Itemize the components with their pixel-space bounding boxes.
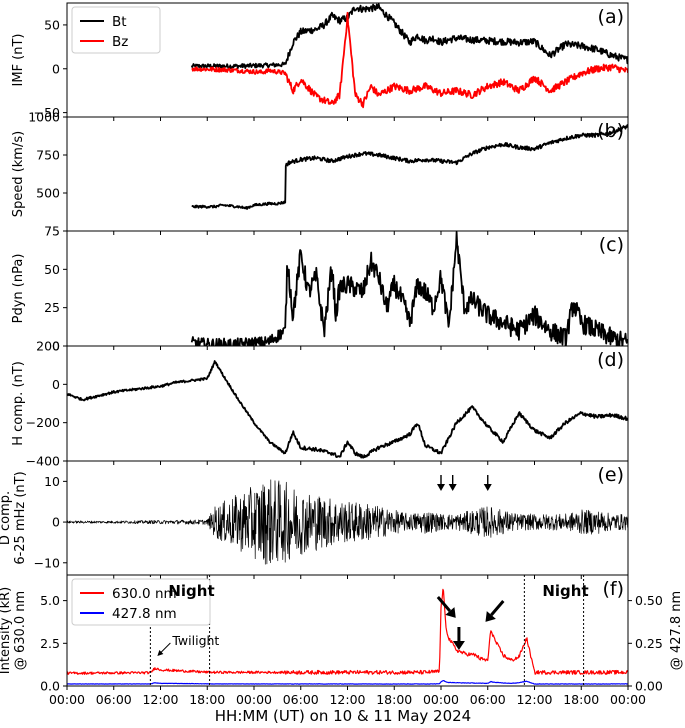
panel-c: 75 50 25 0 Pdyn (nPa) (c) xyxy=(11,224,629,354)
y-tick-label: 2.5 xyxy=(40,636,60,651)
plot-area xyxy=(191,124,628,210)
legend-box xyxy=(71,578,211,626)
y-tick-label: 500 xyxy=(36,186,60,201)
x-tick-label: 00:00 xyxy=(236,692,272,707)
twilight-arrow xyxy=(160,642,171,654)
y-tick-label: 0 xyxy=(52,515,60,530)
series-line xyxy=(191,124,628,210)
plot-area xyxy=(67,479,628,565)
series-line-bt xyxy=(190,3,628,70)
panel-frame xyxy=(66,116,629,232)
y-right-tick-label: 0.50 xyxy=(635,593,663,608)
series-line xyxy=(67,479,628,565)
y-axis-label: Intensity (kR) xyxy=(0,587,13,674)
series-line-bz xyxy=(191,11,628,109)
y-tick-label: 50 xyxy=(44,17,60,32)
event-arrow-head xyxy=(452,641,465,650)
event-arrow-head xyxy=(485,611,496,622)
y-right-tick-label: 0.00 xyxy=(635,679,663,694)
plot-area xyxy=(190,3,628,109)
twilight-arrow-head xyxy=(157,650,164,656)
y-tick-label: 75 xyxy=(44,224,60,239)
legend-entry: Bz xyxy=(112,34,128,50)
y-axis-label: D comp. xyxy=(0,491,13,545)
x-tick-label: 00:00 xyxy=(610,692,646,707)
panel-f: 5.0 2.5 0.0 0.50 0.25 0.00 Intensity (kR) @ 630… xyxy=(0,574,684,707)
y-right-axis-label: @ 427.8 nm xyxy=(669,591,684,670)
x-tick-label: 06:00 xyxy=(470,692,506,707)
panel-label: (e) xyxy=(597,464,624,486)
y-tick-label: 750 xyxy=(36,148,60,163)
x-tick-label: 06:00 xyxy=(96,692,132,707)
event-arrow-head xyxy=(448,484,457,491)
x-tick-label: 12:00 xyxy=(516,692,552,707)
y-tick-label: 5.0 xyxy=(40,593,60,608)
plot-area xyxy=(67,575,628,686)
series-line-427-8-nm xyxy=(67,680,628,685)
night-label: Night xyxy=(542,582,588,600)
plot-area xyxy=(190,231,628,346)
plot-area xyxy=(67,360,628,459)
y-tick-label: −200 xyxy=(26,415,60,430)
y-tick-label: −10 xyxy=(34,555,60,570)
series-line xyxy=(190,231,628,346)
y-tick-label: 1000 xyxy=(28,110,60,125)
panel-label: (d) xyxy=(597,349,624,371)
event-arrow-head xyxy=(445,607,456,618)
y-tick-label: 0.0 xyxy=(40,679,60,694)
y-tick-label: 10 xyxy=(44,474,60,489)
x-tick-label: 18:00 xyxy=(563,692,599,707)
night-label: Night xyxy=(168,582,214,600)
panel-e: 10 0 −10 D comp.6-25 mHz (nT) (e) xyxy=(0,460,629,579)
y-axis-label: IMF (nT) xyxy=(11,34,26,87)
legend-entry: 427.8 nm xyxy=(112,606,177,622)
panel-label: (b) xyxy=(597,120,624,142)
y-tick-label: 0 xyxy=(52,377,60,392)
panel-b: 1000 750 500 Speed (km/s) (b) xyxy=(11,110,629,235)
y-tick-label: −50 xyxy=(34,105,60,120)
y-tick-label: 0 xyxy=(52,61,60,76)
x-tick-label: 06:00 xyxy=(283,692,319,707)
y-axis-label: @ 630.0 nm xyxy=(13,591,28,670)
event-arrow-shaft xyxy=(490,600,505,616)
y-axis-label: Speed (km/s) xyxy=(11,131,26,217)
x-tick-label: 18:00 xyxy=(376,692,412,707)
panel-label: (f) xyxy=(602,578,624,600)
event-arrow-head xyxy=(483,484,492,491)
twilight-label: Twilight xyxy=(171,633,219,648)
event-arrow-head xyxy=(437,484,445,491)
event-arrow-shaft xyxy=(436,596,452,612)
series-line xyxy=(67,360,628,459)
legend-entry: 630.0 nm xyxy=(112,586,177,602)
y-right-tick-label: 0.25 xyxy=(635,636,663,651)
y-tick-label: 25 xyxy=(44,300,60,315)
x-tick-label: 18:00 xyxy=(189,692,225,707)
y-tick-label: 0 xyxy=(52,339,60,354)
x-tick-label: 12:00 xyxy=(329,692,365,707)
legend-entry: Bt xyxy=(112,14,127,30)
y-tick-label: −400 xyxy=(26,454,60,469)
y-axis-label: Pdyn (nPa) xyxy=(11,254,26,324)
y-tick-label: 50 xyxy=(44,262,60,277)
x-axis-title: HH:MM (UT) on 10 & 11 May 2024 xyxy=(215,707,471,725)
x-tick-label: 12:00 xyxy=(142,692,178,707)
series-line-630-0-nm xyxy=(67,588,628,675)
x-tick-label: 00:00 xyxy=(49,692,85,707)
x-tick-label: 00:00 xyxy=(423,692,459,707)
panel-label: (a) xyxy=(598,6,624,28)
y-tick-label: 200 xyxy=(36,339,60,354)
panel-label: (c) xyxy=(599,234,624,256)
y-axis-label: 6-25 mHz (nT) xyxy=(13,471,28,564)
y-axis-label: H comp. (nT) xyxy=(11,361,26,446)
panel-a: 50 0 −50 IMF (nT) (a) Bt Bz xyxy=(11,2,629,121)
